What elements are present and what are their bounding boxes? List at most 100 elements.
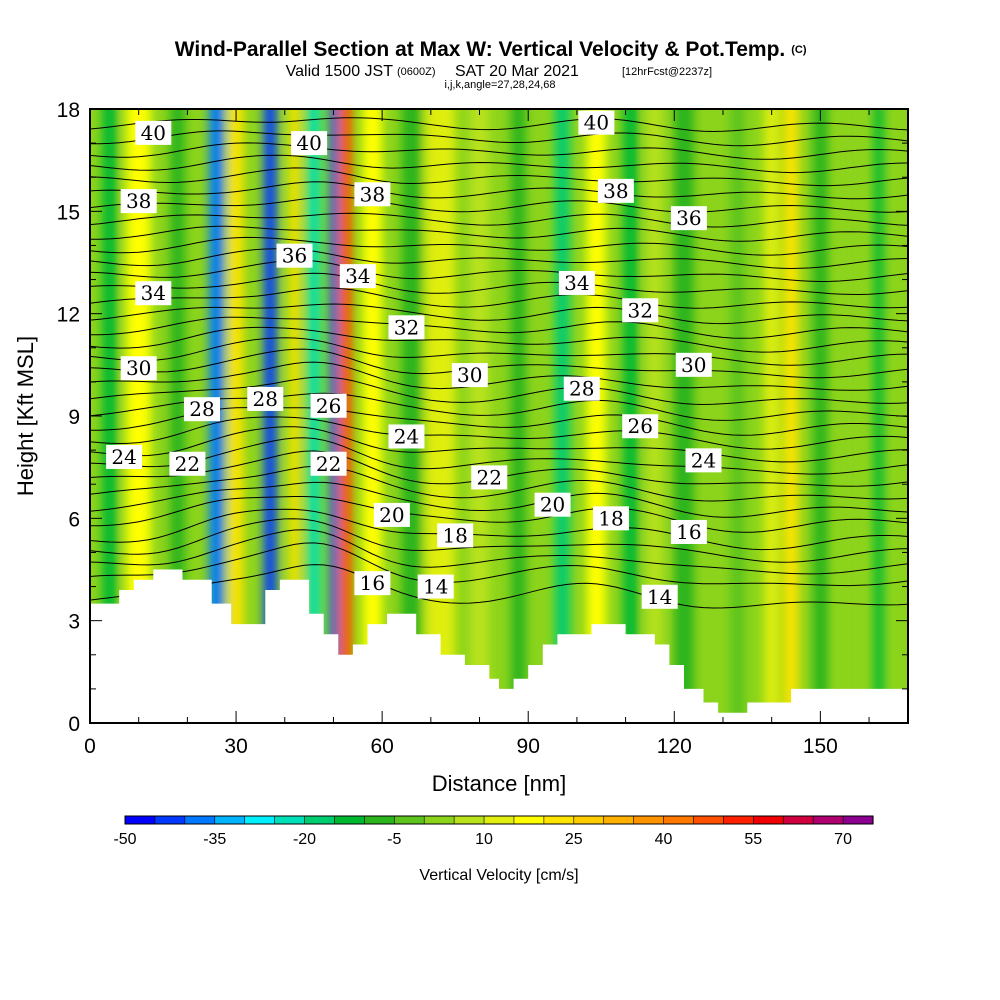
theta-contour-9 <box>90 437 908 475</box>
x-tick-label: 30 <box>224 735 247 758</box>
contour-label-text: 40 <box>296 131 321 155</box>
contour-label-10: 34 <box>558 270 595 295</box>
theta-contour-30 <box>90 167 908 187</box>
theta-contour-12 <box>90 407 908 436</box>
colorbar-tick-label: -35 <box>203 831 226 848</box>
contour-label-22: 24 <box>388 424 425 449</box>
contour-label-text: 24 <box>691 448 716 472</box>
theta-contour-17 <box>90 337 908 366</box>
theta-contour-2 <box>90 529 908 575</box>
contour-label-33: 14 <box>417 574 454 599</box>
subtitle-utc-time: (0600Z) <box>397 66 436 78</box>
contour-label-box <box>120 189 157 214</box>
theta-contour-15 <box>90 361 908 391</box>
colorbar-swatch-5 <box>274 816 306 824</box>
contour-label-20: 26 <box>622 414 659 439</box>
subtitle-grid-index: i,j,k,angle=27,28,24,68 <box>444 79 555 91</box>
x-tick-label: 60 <box>370 735 393 758</box>
contour-label-9: 34 <box>339 264 376 289</box>
theta-contour-19 <box>90 316 908 339</box>
colorbar-swatch-11 <box>454 816 485 824</box>
contour-label-6: 36 <box>276 243 313 268</box>
contour-label-17: 28 <box>247 386 284 411</box>
contour-label-12: 32 <box>622 298 659 323</box>
theta-contour-13 <box>90 392 908 421</box>
contour-label-16: 28 <box>183 397 220 422</box>
contour-label-28: 20 <box>534 492 571 517</box>
contour-label-text: 14 <box>647 585 672 609</box>
contour-label-box <box>373 502 410 527</box>
contour-label-0: 40 <box>135 120 172 145</box>
contour-label-29: 18 <box>437 523 474 548</box>
colorbar-swatch-15 <box>573 816 605 824</box>
contour-label-text: 38 <box>126 189 151 213</box>
contour-label-box <box>354 182 391 207</box>
contour-label-box <box>291 131 328 156</box>
contour-label-5: 38 <box>597 178 634 203</box>
colorbar-swatch-8 <box>364 816 395 824</box>
contour-label-box <box>558 270 595 295</box>
velocity-band-23 <box>813 109 828 723</box>
contour-label-box <box>339 264 376 289</box>
contour-label-text: 36 <box>676 206 701 230</box>
colorbar-tick-label: -50 <box>113 831 136 848</box>
contour-label-4: 38 <box>354 182 391 207</box>
y-tick-label: 3 <box>68 611 80 634</box>
velocity-band-13 <box>469 109 490 723</box>
contour-label-box <box>247 386 284 411</box>
contour-label-box <box>388 424 425 449</box>
y-tick-label: 15 <box>57 201 80 224</box>
contour-label-box <box>310 451 347 476</box>
contour-label-text: 22 <box>316 452 341 476</box>
y-tick-label: 9 <box>68 406 80 429</box>
contour-label-box <box>183 397 220 422</box>
contour-label-19: 26 <box>310 393 347 418</box>
contour-label-box <box>276 243 313 268</box>
colorbar-swatch-0 <box>125 816 156 824</box>
contour-label-31: 16 <box>354 571 391 596</box>
theta-contour-20 <box>90 303 908 325</box>
colorbar-swatch-6 <box>304 816 336 824</box>
colorbar-tick-label: 70 <box>834 831 852 848</box>
colorbar-swatch-17 <box>633 816 665 824</box>
velocity-band-6 <box>289 109 300 723</box>
contour-label-18: 28 <box>563 376 600 401</box>
theta-contour-21 <box>90 287 908 309</box>
contour-label-text: 40 <box>584 111 609 135</box>
contour-label-text: 28 <box>569 377 594 401</box>
colorbar: -50 -35 -20 -5 10 25 40 55 70 <box>113 815 874 848</box>
contour-label-text: 24 <box>111 445 136 469</box>
colorbar-swatch-21 <box>753 816 784 824</box>
theta-contour-24 <box>90 248 908 270</box>
contour-label-box <box>354 571 391 596</box>
colorbar-swatch-22 <box>783 816 814 824</box>
contour-label-8: 34 <box>135 281 172 306</box>
contour-label-box <box>471 465 508 490</box>
contour-label-text: 38 <box>603 179 628 203</box>
contour-label-box <box>641 584 678 609</box>
velocity-band-14 <box>511 109 526 723</box>
contour-label-14: 30 <box>451 363 488 388</box>
colorbar-swatch-9 <box>394 816 425 824</box>
contour-labels: 40 40 40 38 38 38 36 36 34 34 34 32 32 30 30 30 28 28 28 26… <box>106 110 722 609</box>
theta-contour-16 <box>90 348 908 379</box>
contour-label-30: 18 <box>592 506 629 531</box>
theta-contour-4 <box>90 508 908 551</box>
colorbar-swatch-7 <box>334 816 365 824</box>
colorbar-swatch-14 <box>543 816 575 824</box>
theta-contour-31 <box>90 154 908 174</box>
contour-label-box <box>451 363 488 388</box>
theta-contour-33 <box>90 130 908 147</box>
contour-label-25: 22 <box>310 451 347 476</box>
colorbar-swatch-1 <box>154 816 186 824</box>
contour-label-box <box>578 110 615 135</box>
contour-label-text: 34 <box>564 271 589 295</box>
y-tick-label: 6 <box>68 508 80 531</box>
contour-label-box <box>437 523 474 548</box>
colorbar-tick-label: 40 <box>655 831 673 848</box>
y-tick-label: 18 <box>57 99 80 122</box>
subtitle-date: SAT 20 Mar 2021 <box>455 63 579 80</box>
colorbar-label: Vertical Velocity [cm/s] <box>419 867 578 884</box>
contour-label-text: 30 <box>126 356 151 380</box>
contour-label-text: 28 <box>253 387 278 411</box>
